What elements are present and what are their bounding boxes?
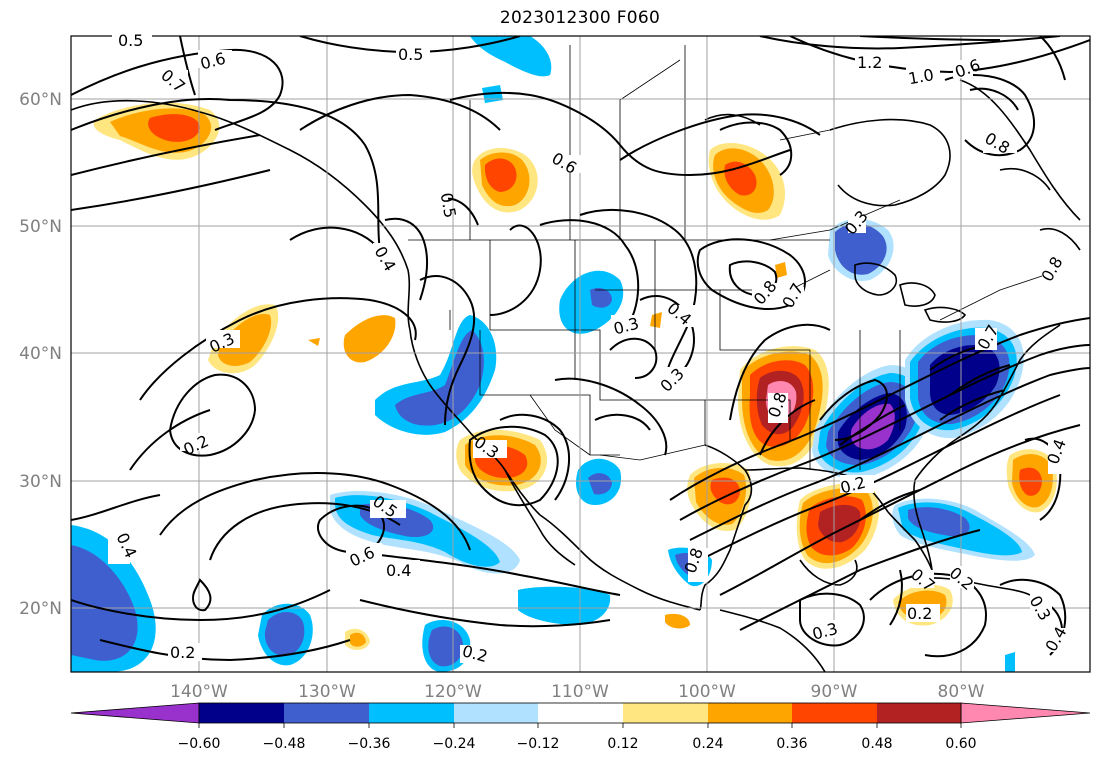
colorbar-tick-label: 0.48 <box>861 736 892 752</box>
lon-label-100w: 100°W <box>678 682 736 702</box>
lon-label-120w: 120°W <box>424 682 482 702</box>
lon-label-110w: 110°W <box>551 682 609 702</box>
colorbar-segment <box>454 703 538 723</box>
colorbar-tick-label: −0.12 <box>517 736 560 752</box>
colorbar-tick-label: −0.60 <box>178 736 221 752</box>
colorbar-tick-label: 0.12 <box>607 736 638 752</box>
colorbar-segment <box>70 702 200 724</box>
longitude-labels: 140°W 130°W 120°W 110°W 100°W 90°W 80°W <box>170 682 985 702</box>
contour-label: 0.5 <box>437 191 460 219</box>
contour-label: 0.2 <box>170 643 195 662</box>
colorbar-segment <box>199 703 284 723</box>
lon-label-80w: 80°W <box>938 682 985 702</box>
colorbar-segment <box>369 703 454 723</box>
graticule <box>71 36 1090 672</box>
colorbar-tick-label: −0.24 <box>433 736 476 752</box>
lon-label-130w: 130°W <box>298 682 356 702</box>
map-title: 2023012300 F060 <box>499 8 661 28</box>
colorbar-segment <box>792 703 877 723</box>
colorbar-segment <box>877 703 961 723</box>
colorbar-segment <box>708 703 792 723</box>
colorbar-tick-label: 0.60 <box>945 736 976 752</box>
colorbar-segment <box>538 703 623 723</box>
contour-label: 0.5 <box>118 31 143 50</box>
lat-label-40: 40°N <box>19 344 62 364</box>
colorbar-segment <box>623 703 708 723</box>
colorbar-tick-label: −0.48 <box>263 736 306 752</box>
colorbar-tick-label: 0.36 <box>776 736 807 752</box>
colorbar-segment <box>960 702 1091 724</box>
lat-label-50: 50°N <box>19 217 62 237</box>
contour-label: 1.2 <box>857 53 882 72</box>
lat-label-60: 60°N <box>19 90 62 110</box>
lat-label-30: 30°N <box>19 472 62 492</box>
colorbar-tick-label: −0.36 <box>348 736 391 752</box>
lat-label-20: 20°N <box>19 599 62 619</box>
colorbar-tick-label: 0.24 <box>692 736 723 752</box>
coastlines <box>71 79 1081 672</box>
contour-label: 0.2 <box>907 604 932 623</box>
colorbar: −0.60 −0.48 −0.36 −0.24 −0.12 0.12 0.24 … <box>70 702 1091 752</box>
contour-label: 0.4 <box>386 561 411 580</box>
latitude-labels: 60°N 50°N 40°N 30°N 20°N <box>19 90 62 619</box>
contour-label: 0.5 <box>398 45 423 64</box>
map-frame <box>70 35 1091 673</box>
lon-label-90w: 90°W <box>811 682 858 702</box>
lon-label-140w: 140°W <box>170 682 228 702</box>
colorbar-segment <box>284 703 369 723</box>
contour-label: 1.0 <box>907 65 935 88</box>
contour-lines <box>71 36 1090 662</box>
